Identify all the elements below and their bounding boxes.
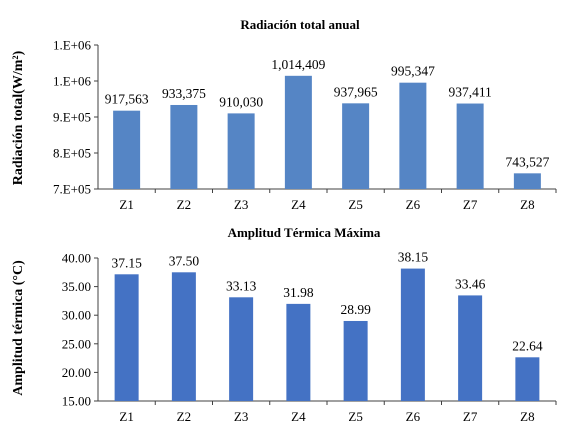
data-label: 933,375 bbox=[162, 86, 206, 101]
bar bbox=[114, 274, 139, 401]
data-label: 37.15 bbox=[111, 255, 142, 270]
y-tick-label: 40.00 bbox=[62, 251, 91, 266]
bar bbox=[286, 303, 311, 401]
data-label: 37.50 bbox=[169, 253, 200, 268]
x-tick-label: Z2 bbox=[177, 409, 191, 424]
bar bbox=[342, 103, 370, 189]
y-tick-label: 8.E+05 bbox=[53, 146, 91, 161]
y-axis-label: Amplitud térmica (°C) bbox=[11, 260, 26, 396]
x-tick-label: Z7 bbox=[463, 197, 478, 212]
data-label: 22.64 bbox=[512, 338, 543, 353]
y-tick-label: 7.E+05 bbox=[53, 182, 91, 197]
x-tick-label: Z3 bbox=[234, 409, 248, 424]
x-tick-label: Z1 bbox=[119, 197, 133, 212]
bar bbox=[400, 268, 425, 401]
data-label: 910,030 bbox=[219, 94, 263, 109]
bars bbox=[113, 75, 541, 189]
data-label: 995,347 bbox=[391, 64, 435, 79]
x-tick-label: Z5 bbox=[348, 409, 362, 424]
y-ticks: 15.00 20.00 25.00 30.00 35.00 40.00 bbox=[62, 251, 98, 409]
bar bbox=[456, 103, 484, 189]
y-tick-label: 25.00 bbox=[62, 336, 91, 351]
x-tick-label: Z6 bbox=[406, 197, 421, 212]
data-label: 28.99 bbox=[340, 302, 371, 317]
bar bbox=[170, 104, 198, 189]
data-labels: 917,563 933,375 910,030 1,014,409 937,965 995… bbox=[105, 57, 550, 170]
data-label: 917,563 bbox=[105, 92, 149, 107]
bar bbox=[399, 82, 427, 189]
x-tick-label: Z8 bbox=[520, 409, 534, 424]
y-tick-label: 1.E+06 bbox=[53, 38, 92, 53]
bar bbox=[343, 320, 368, 401]
y-axis-label: Radiación total(W/m²) bbox=[11, 50, 26, 185]
x-tick-label: Z4 bbox=[291, 409, 306, 424]
x-ticks: Z1 Z2 Z3 Z4 Z5 Z6 Z7 Z8 bbox=[119, 401, 557, 424]
y-tick-label: 30.00 bbox=[62, 308, 91, 323]
y-tick-label: 1.E+06 bbox=[53, 74, 92, 89]
bar bbox=[171, 272, 196, 401]
radiation-chart: Radiación total anual Radiación total(W/… bbox=[11, 17, 557, 212]
data-label: 38.15 bbox=[398, 250, 429, 265]
x-tick-label: Z2 bbox=[177, 197, 191, 212]
x-tick-label: Z1 bbox=[119, 409, 133, 424]
x-tick-label: Z7 bbox=[463, 409, 478, 424]
bar bbox=[229, 297, 254, 401]
x-tick-label: Z5 bbox=[348, 197, 362, 212]
y-tick-label: 9.E+05 bbox=[53, 110, 91, 125]
x-tick-label: Z3 bbox=[234, 197, 248, 212]
y-ticks: 7.E+05 8.E+05 9.E+05 1.E+06 1.E+06 bbox=[53, 38, 98, 197]
x-tick-label: Z8 bbox=[520, 197, 534, 212]
data-label: 1,014,409 bbox=[271, 57, 325, 72]
data-labels: 37.15 37.50 33.13 31.98 28.99 38.15 33.46 22.64 bbox=[111, 250, 542, 354]
x-ticks: Z1 Z2 Z3 Z4 Z5 Z6 Z7 Z8 bbox=[119, 189, 557, 212]
data-label: 743,527 bbox=[505, 154, 549, 169]
y-tick-label: 35.00 bbox=[62, 279, 91, 294]
thermal-amplitude-chart: Amplitud Térmica Máxima Amplitud térmica… bbox=[11, 225, 557, 424]
chart-title: Amplitud Térmica Máxima bbox=[228, 225, 381, 240]
bar bbox=[284, 75, 312, 189]
data-label: 937,411 bbox=[448, 85, 491, 100]
bars bbox=[114, 268, 540, 401]
bar bbox=[513, 173, 541, 189]
bar bbox=[515, 357, 540, 401]
x-tick-label: Z4 bbox=[291, 197, 306, 212]
y-tick-label: 20.00 bbox=[62, 365, 91, 380]
bar bbox=[113, 110, 141, 189]
data-label: 33.13 bbox=[226, 278, 257, 293]
chart-title: Radiación total anual bbox=[240, 17, 360, 32]
x-tick-label: Z6 bbox=[406, 409, 421, 424]
y-tick-label: 15.00 bbox=[62, 394, 91, 409]
data-label: 937,965 bbox=[334, 84, 378, 99]
bar bbox=[227, 113, 255, 189]
data-label: 31.98 bbox=[283, 285, 314, 300]
data-label: 33.46 bbox=[455, 276, 486, 291]
bar bbox=[458, 295, 483, 401]
